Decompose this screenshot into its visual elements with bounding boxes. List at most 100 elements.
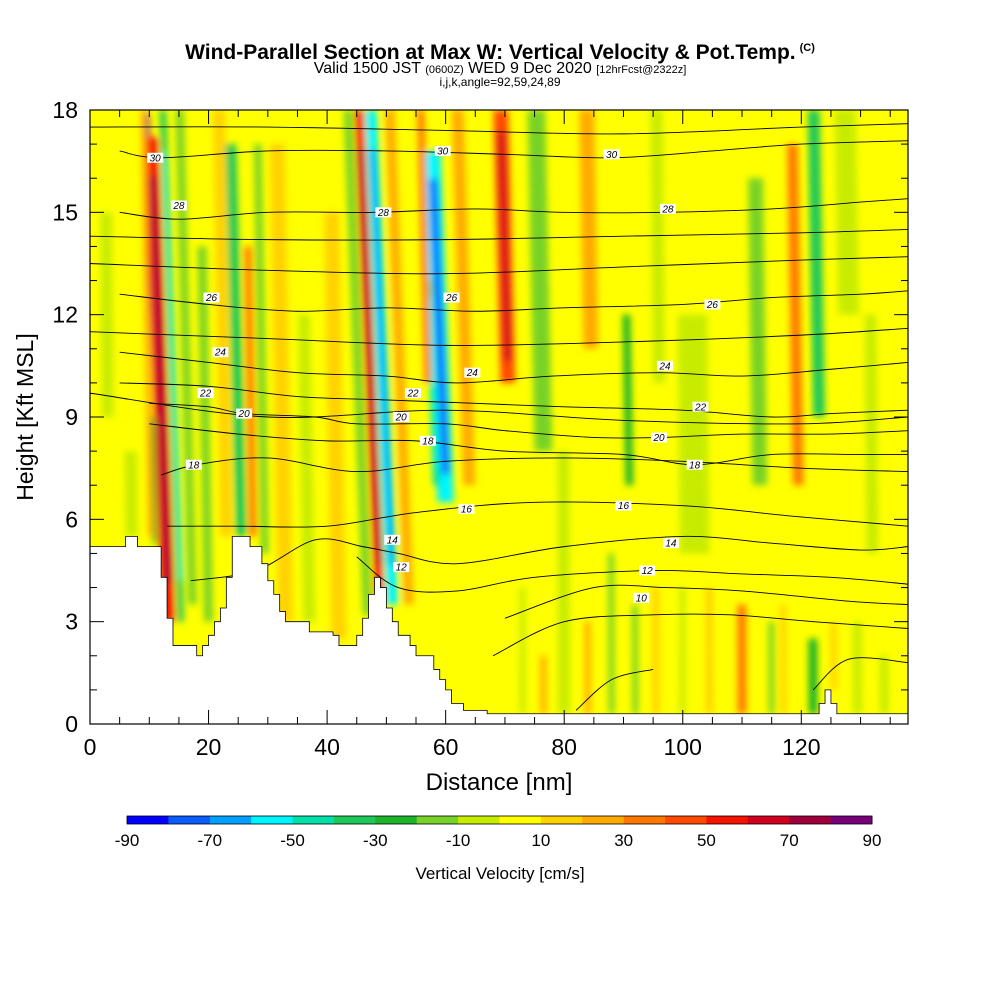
isentrope-line xyxy=(575,668,654,711)
isentrope-label-text: 12 xyxy=(642,566,654,577)
isentrope-line xyxy=(167,501,908,528)
isentrope-line xyxy=(190,535,908,582)
isentrope-label-bg xyxy=(662,538,679,549)
isentrope-line xyxy=(161,457,908,476)
velocity-core xyxy=(498,131,512,362)
isentrope-label: 24 xyxy=(656,360,673,372)
chart-title-text: Wind-Parallel Section at Max W: Vertical… xyxy=(185,41,796,64)
axes: 0 20 40 60 80 100 120 0 3 6 9 12 15 18 Distance [nm] He… xyxy=(12,97,908,796)
isentrope-label-text: 22 xyxy=(406,389,419,400)
velocity-band xyxy=(197,246,213,622)
isentrope-label-bg xyxy=(615,500,632,511)
velocity-band xyxy=(677,314,710,554)
isentrope-label: 28 xyxy=(659,203,676,215)
colorbar-tick-label: 70 xyxy=(780,831,799,850)
isentrope-label-bg xyxy=(147,152,164,163)
isentrope-label-text: 10 xyxy=(636,593,648,604)
colorbar-swatch xyxy=(665,816,707,824)
isentrope-label-bg xyxy=(419,435,436,446)
isentrope-label-text: 28 xyxy=(172,201,185,212)
velocity-band xyxy=(705,587,713,714)
isentrope-label-text: 26 xyxy=(445,293,458,304)
forecast-info: [12hrFcst@2322z] xyxy=(596,64,687,76)
velocity-band xyxy=(830,621,837,690)
isentrope-line xyxy=(119,290,908,312)
isentrope-label-bg xyxy=(170,200,187,211)
velocity-band xyxy=(579,110,599,349)
x-tick-label: 80 xyxy=(551,734,577,760)
isentrope-label-text: 28 xyxy=(377,208,390,219)
isentrope-line xyxy=(492,613,908,657)
isentrope-line xyxy=(90,256,908,275)
isentrope-line xyxy=(119,140,908,159)
colorbar-swatch xyxy=(582,816,625,824)
isentrope-label-bg xyxy=(434,145,451,156)
colorbar-frame xyxy=(126,815,873,825)
x-tick-label: 20 xyxy=(196,734,222,760)
x-tick-label: 60 xyxy=(433,734,459,760)
isentrope-label: 18 xyxy=(185,459,202,471)
velocity-band xyxy=(808,638,818,714)
chart-subtitle: Valid 1500 JST (0600Z) WED 9 Dec 2020 [1… xyxy=(0,60,1000,79)
velocity-band xyxy=(650,110,665,383)
y-tick-label: 12 xyxy=(52,302,78,328)
colorbar: -90 -70 -50 -30 -10 10 30 50 70 90 xyxy=(115,815,882,850)
isentrope-label: 30 xyxy=(434,145,451,157)
isentrope-label: 22 xyxy=(692,401,709,413)
velocity-core xyxy=(162,150,183,581)
velocity-band xyxy=(540,655,547,714)
isentrope-label: 20 xyxy=(651,432,668,444)
isentrope-label-text: 30 xyxy=(150,153,162,164)
isentrope-label-text: 18 xyxy=(689,460,701,471)
colorbar-swatch xyxy=(499,816,542,824)
isentrope-label: 14 xyxy=(384,534,401,546)
isentrope-label-text: 24 xyxy=(658,361,671,372)
velocity-core xyxy=(429,179,450,475)
velocity-band xyxy=(608,553,615,714)
isentrope-label-text: 30 xyxy=(437,146,449,157)
y-tick-label: 15 xyxy=(52,199,78,225)
isentrope-label: 12 xyxy=(639,565,656,577)
isentrope-label-bg xyxy=(704,299,721,310)
isentrope-label-bg xyxy=(393,412,410,422)
isentrope-label-bg xyxy=(686,459,703,470)
velocity-band xyxy=(269,144,294,622)
colorbar-title: Vertical Velocity [cm/s] xyxy=(415,864,585,883)
isentrope-label-text: 22 xyxy=(199,389,212,400)
colorbar-tick-label: 90 xyxy=(863,831,882,850)
isentrope-label-text: 16 xyxy=(461,505,473,516)
isentrope-label-text: 14 xyxy=(665,539,677,550)
isentrope-label-bg xyxy=(203,292,220,303)
velocity-band xyxy=(557,451,571,714)
isentrope-label-bg xyxy=(692,401,709,412)
velocity-core xyxy=(369,149,395,566)
isentrope-line xyxy=(90,228,908,241)
velocity-band xyxy=(253,144,269,554)
isentrope-label: 26 xyxy=(443,292,460,304)
isentrope-label-bg xyxy=(443,292,460,303)
isentrope-label-bg xyxy=(375,207,392,218)
velocity-band xyxy=(622,314,634,486)
velocity-band xyxy=(584,621,591,714)
velocity-band xyxy=(834,110,860,315)
isentrope-label-bg xyxy=(603,149,620,160)
isentrope-label-bg xyxy=(236,408,253,419)
isentrope-label-bg xyxy=(197,388,214,399)
isentrope-label-bg xyxy=(393,562,410,573)
isentrope-label-text: 14 xyxy=(387,535,399,546)
isentrope-label: 28 xyxy=(375,207,392,219)
isentrope-label-bg xyxy=(212,347,229,358)
y-axis-label: Height [Kft MSL] xyxy=(12,333,38,500)
colorbar-swatch xyxy=(789,816,832,824)
isentrope-label-text: 24 xyxy=(466,368,479,379)
velocity-band xyxy=(652,587,660,714)
isentrope-line xyxy=(90,327,908,346)
velocity-core xyxy=(428,296,439,469)
isentrope-line xyxy=(504,584,908,619)
colorbar-swatch xyxy=(251,816,294,824)
velocity-band xyxy=(768,621,775,714)
velocity-core xyxy=(358,149,382,566)
velocity-band xyxy=(879,655,889,714)
colorbar-swatch xyxy=(375,816,418,824)
chart-title: Wind-Parallel Section at Max W: Vertical… xyxy=(0,36,1000,65)
